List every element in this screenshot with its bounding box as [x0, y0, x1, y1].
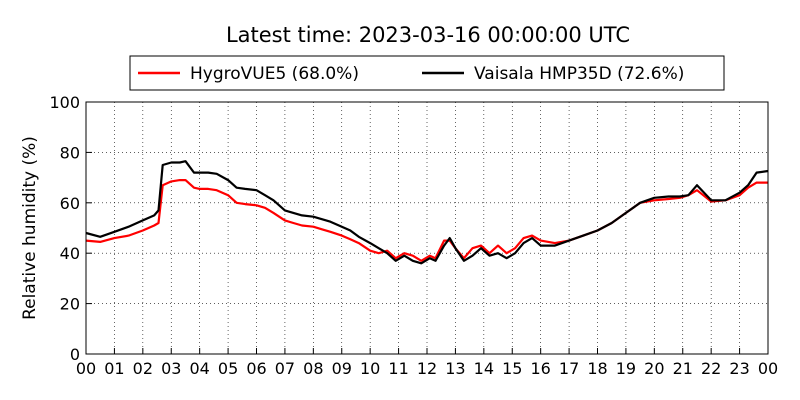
y-axis: 0 20 40 60 80 100	[49, 93, 92, 364]
legend: HygroVUE5 (68.0%) Vaisala HMP35D (72.6%)	[129, 55, 725, 91]
x-tick-label: 07	[275, 359, 295, 378]
x-tick-label: 09	[332, 359, 352, 378]
x-tick-label: 08	[303, 359, 323, 378]
x-tick-label: 12	[417, 359, 437, 378]
x-tick-label: 20	[644, 359, 664, 378]
grid	[86, 102, 768, 354]
x-tick-label: 01	[104, 359, 124, 378]
series-line-hygrovue5	[85, 179, 768, 262]
x-tick-label: 04	[189, 359, 209, 378]
x-tick-label: 23	[729, 359, 749, 378]
series-line-vaisala	[85, 160, 769, 265]
x-axis: 00 01 02 03 04 05 06 07 08 09 10 11 12 13 14 15 16 17 18 19…	[76, 348, 778, 378]
y-tick-label: 80	[60, 143, 80, 162]
x-tick-label: 00	[758, 359, 778, 378]
series-group	[85, 160, 769, 265]
legend-label-vaisala: Vaisala HMP35D (72.6%)	[474, 64, 684, 84]
x-tick-label: 13	[445, 359, 465, 378]
y-tick-label: 100	[49, 93, 80, 112]
x-tick-label: 11	[388, 359, 408, 378]
x-tick-label: 19	[616, 359, 636, 378]
chart-title: Latest time: 2023-03-16 00:00:00 UTC	[226, 23, 630, 47]
y-tick-label: 40	[60, 244, 80, 263]
x-tick-label: 15	[502, 359, 522, 378]
legend-label-hygrovue5: HygroVUE5 (68.0%)	[190, 64, 359, 84]
y-axis-label: Relative humidity (%)	[20, 136, 40, 320]
y-tick-label: 0	[70, 345, 80, 364]
x-tick-label: 22	[701, 359, 721, 378]
x-tick-label: 18	[587, 359, 607, 378]
x-tick-label: 02	[133, 359, 153, 378]
plot-frame	[85, 101, 769, 355]
x-tick-label: 03	[161, 359, 181, 378]
y-tick-label: 20	[60, 295, 80, 314]
y-tick-label: 60	[60, 194, 80, 213]
x-tick-label: 00	[76, 359, 96, 378]
x-tick-label: 21	[673, 359, 693, 378]
x-tick-label: 06	[246, 359, 266, 378]
x-tick-label: 10	[360, 359, 380, 378]
x-tick-label: 14	[474, 359, 494, 378]
x-tick-label: 16	[530, 359, 550, 378]
x-tick-label: 05	[218, 359, 238, 378]
x-tick-label: 17	[559, 359, 579, 378]
